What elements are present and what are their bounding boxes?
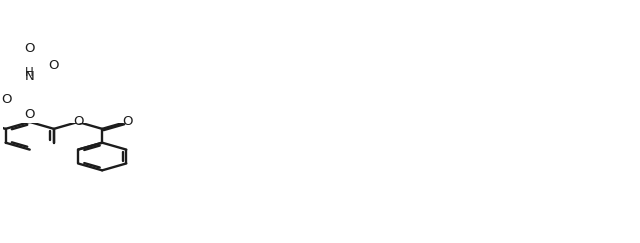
Text: N: N (25, 70, 35, 83)
Text: O: O (24, 42, 35, 55)
Text: H: H (26, 66, 34, 78)
Text: O: O (122, 115, 132, 128)
Text: O: O (48, 59, 59, 72)
Text: O: O (73, 115, 83, 129)
Text: O: O (1, 93, 12, 106)
Text: O: O (24, 108, 35, 121)
